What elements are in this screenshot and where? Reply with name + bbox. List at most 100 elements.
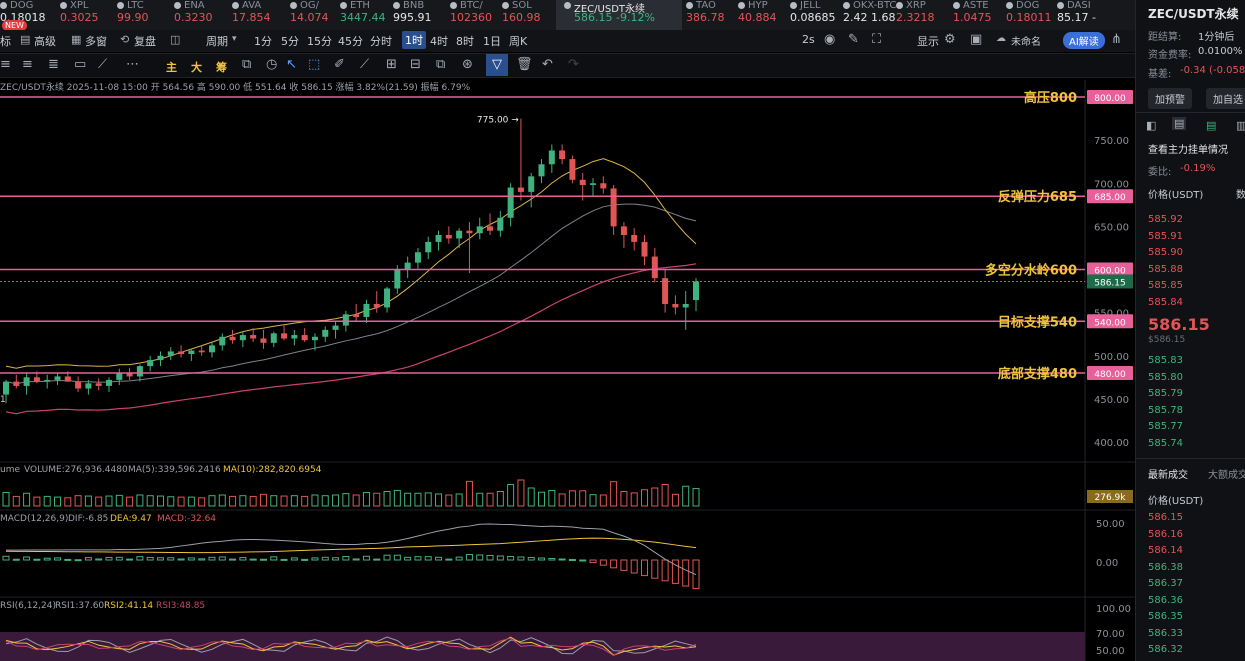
measure-icon[interactable]: ⊞ [386,57,397,72]
rectangle-icon[interactable]: ▭ [74,57,87,72]
chips-button[interactable]: 筹 [216,61,227,74]
period-1h-active[interactable]: 1时 [402,31,426,49]
ticker-item[interactable]: XRP 2.3218 [896,0,953,30]
ruler-icon[interactable]: ⟋ [98,57,108,72]
orderbook-toggle-icon[interactable]: ◧ [1146,119,1157,132]
undo-icon[interactable]: ↶ [542,57,553,72]
volume-bar [393,489,401,507]
ticker-item[interactable]: OG/14.074 [290,0,340,30]
period-button[interactable]: 周期 [206,35,228,48]
redo-icon[interactable]: ↷ [568,57,579,72]
period-8h[interactable]: 8时 [456,35,474,48]
candle-body [23,377,30,386]
period-45m[interactable]: 45分 [338,35,363,48]
orderbook-asks-icon[interactable]: ▤ [1206,119,1217,132]
select-icon[interactable]: ⬚ [308,57,321,72]
period-timeshare[interactable]: 分时 [370,35,392,48]
level-price-tag [1087,366,1133,380]
lock-icon[interactable]: ⊟ [410,57,421,72]
ticker-item[interactable]: DASI 85.17 - [1057,0,1117,30]
ticker-item[interactable]: SOL 160.98 [502,0,556,30]
ai-explain-button[interactable]: AI解读 [1063,32,1105,49]
price-chart[interactable]: 800.00 750.00 700.00 650.00 600.00 550.00 500.… [0,0,1135,661]
coin-icon [0,2,7,9]
ticker-item[interactable]: ETH 3447.44 [340,0,393,30]
add-favorite-button[interactable]: 加自选 [1206,88,1245,109]
volume-bar [321,495,329,507]
macd-histogram-bar [33,558,41,561]
fullscreen-icon[interactable]: ⛶ [872,32,882,47]
pen-icon[interactable]: ✐ [334,57,345,72]
orderbook-mode-icon[interactable]: ▥ [1236,119,1245,132]
latest-trades-tab[interactable]: 最新成交 [1148,470,1188,481]
macd-value: MACD:-32.64 [157,514,216,524]
coin-icon [564,2,571,9]
ticker-item[interactable]: ASTE 1.0475 [953,0,1006,30]
ticker-item[interactable]: TAO 386.78 [686,0,738,30]
menu-indicator[interactable]: 标 [0,35,11,48]
share-icon[interactable]: ⋔ [1111,32,1122,47]
display-button[interactable]: 显示 [917,35,939,48]
ticker-item[interactable]: LTC 99.90 [117,0,174,30]
ticker-item[interactable]: JELL 0.08685 [790,0,843,30]
volume-bar [682,485,690,507]
ticker-item[interactable]: ENA 0.3230 [174,0,232,30]
period-5m[interactable]: 5分 [281,35,299,48]
trash-icon[interactable]: 🗑 [516,57,533,72]
more-icon[interactable]: ⋯ [126,57,139,72]
layout-icon[interactable]: ▣ [970,32,983,47]
advanced-button[interactable]: 高级 [34,35,56,48]
orderbook-bids-icon[interactable]: ▤ [1172,117,1187,130]
trade-price: 586.36 [1148,594,1183,606]
chart-type-icon[interactable]: ◫ [170,33,181,46]
big-trades-tab[interactable]: 大额成交 [1208,470,1245,481]
volume-ma10: MA(10):282,820.6954 [223,465,322,475]
ticker-price: 0.18011 [1006,11,1052,24]
cursor-icon[interactable]: ↖ [286,57,297,72]
funding-countdown-value: 1分钟后 [1198,32,1235,43]
copy-icon[interactable]: ⧉ [436,57,446,72]
filter-icon[interactable]: ▽ [486,54,508,76]
list-icon[interactable]: ≡ [22,57,33,72]
refresh-interval[interactable]: 2s [802,33,815,46]
period-1m[interactable]: 1分 [254,35,272,48]
period-4h[interactable]: 4时 [430,35,448,48]
main-orders-link[interactable]: 查看主力挂单情况 [1148,145,1228,156]
level-price-tag-text: 480.00 [1094,370,1126,380]
ticker-name: XPL [70,0,89,11]
align-icon[interactable]: ≣ [48,57,59,72]
ticker-item[interactable]: HYP 40.884 [738,0,790,30]
period-1d[interactable]: 1日 [483,35,501,48]
volume-ma5: MA(5):339,596.2416 [128,465,221,475]
main-indicator-button[interactable]: 主 [166,61,177,74]
settings-icon[interactable]: ⚙ [944,32,956,47]
big-order-button[interactable]: 大 [191,61,202,74]
macd-histogram-bar [599,559,607,566]
magnet-icon[interactable]: ⊛ [462,57,473,72]
ticker-item[interactable]: DOG 0.18011 [1006,0,1057,30]
candle-body [682,304,689,308]
compare-icon[interactable]: ⧉ [242,57,252,72]
ticker-item[interactable]: ZEC/USDT永续 586.15 -9.12% [556,0,682,30]
period-week[interactable]: 周K [509,35,528,48]
camera-icon[interactable]: ◉ [824,32,836,47]
period-15m[interactable]: 15分 [307,35,332,48]
drawing-toolbar: ≡ ≡ ≣ ▭ ⟋ ⋯ 主 大 筹 ⧉ ◷ ↖ ⬚ ✐ ⟋ ⊞ ⊟ ⧉ ⊛ ▽ … [0,53,1135,78]
candle-body [404,262,411,270]
draw-edit-icon[interactable]: ✎ [848,32,859,47]
menu-icon[interactable]: ≡ [0,57,11,72]
ticker-item[interactable]: AVA 17.854 [232,0,290,30]
add-alert-button[interactable]: 加预警 [1148,88,1192,109]
ticker-item[interactable]: BTC/102360 [450,0,502,30]
line-icon[interactable]: ⟋ [360,57,370,72]
multi-window-button[interactable]: 多窗 [85,35,107,48]
coin-icon [232,2,239,9]
ticker-item[interactable]: OKX-BTC 2.42 1.68 [843,0,896,30]
layout-name[interactable]: 未命名 [1011,37,1041,48]
ticker-item[interactable]: XPL 0.3025 [60,0,117,30]
ticker-item[interactable]: BNB 995.91 [393,0,450,30]
candle-body [559,150,566,160]
macd-histogram-bar [362,555,370,561]
replay-button[interactable]: 复盘 [134,35,156,48]
clock-icon[interactable]: ◷ [266,57,278,72]
